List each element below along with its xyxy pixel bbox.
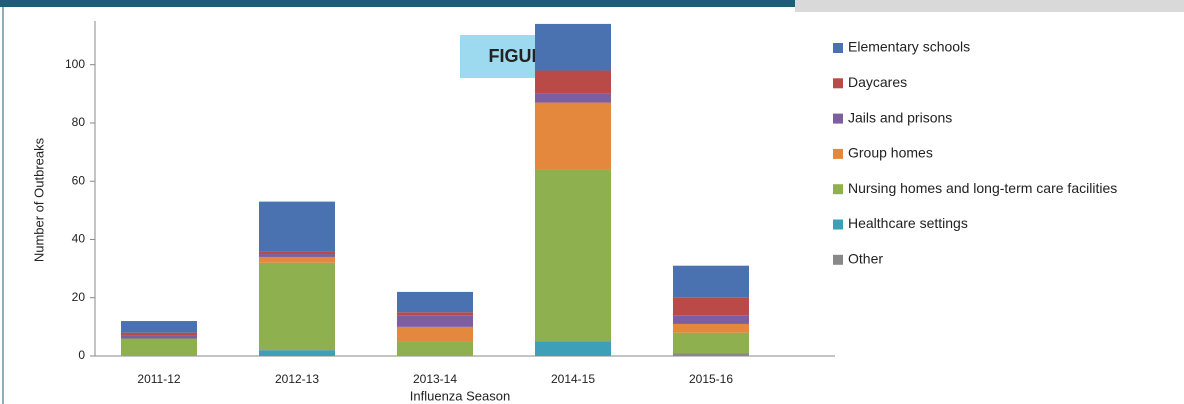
legend-swatch [833,184,843,195]
bar-segment [121,335,197,339]
bar-segment [673,315,749,324]
bar-segment [259,251,335,255]
bar-segment [673,265,749,298]
bar-segment [535,70,611,94]
bar-segment [259,201,335,252]
bar-segment [259,262,335,351]
bar-segment [673,323,749,333]
bar-segment [397,326,473,342]
y-tick-label: 20 [72,290,86,304]
legend-swatch [833,113,843,124]
bar-segment [673,353,749,356]
legend-swatch [833,254,843,265]
bar-segment [673,297,749,316]
x-tick-label: 2013-14 [413,372,457,386]
bar-segment [259,256,335,263]
bar-segment [397,341,473,356]
y-tick-label: 60 [72,173,86,187]
header-bar-grey [795,0,1184,12]
bar-segment [259,254,335,257]
bar-segment [121,321,197,333]
x-tick-label: 2015-16 [689,372,733,386]
bar-segment [259,350,335,356]
bar-segment [397,315,473,327]
bar-segment [535,341,611,356]
y-axis-label: Number of Outbreaks [31,137,46,262]
y-tick-label: 80 [72,115,86,129]
legend-label: Daycares [848,74,907,90]
header-bar [0,0,795,7]
legend-label: Nursing homes and long-term care facilit… [848,180,1117,196]
legend-label: Elementary schools [848,39,970,55]
legend-swatch [833,148,843,159]
legend-label: Jails and prisons [848,109,952,125]
legend-swatch [833,43,843,53]
y-tick-label: 0 [78,348,85,362]
bar-segment [673,332,749,354]
bar-segment [121,332,197,336]
x-tick-label: 2011-12 [137,372,180,386]
bar-segment [535,23,611,71]
bar-segment [535,102,611,170]
bar-segment [397,312,473,316]
bar-segment [535,93,611,103]
bar-segment [121,338,197,356]
legend-swatch [833,78,843,89]
y-tick-label: 100 [65,57,85,71]
bar-segment [397,291,473,313]
legend-label: Other [848,251,883,267]
legend-swatch [833,219,843,230]
x-tick-label: 2014-15 [551,372,595,386]
bar-segment [535,169,611,342]
legend-label: Healthcare settings [848,215,968,231]
x-tick-label: 2012-13 [275,372,319,386]
x-axis-label: Influenza Season [410,388,510,403]
legend-label: Group homes [848,145,933,161]
y-tick-label: 40 [72,232,86,246]
